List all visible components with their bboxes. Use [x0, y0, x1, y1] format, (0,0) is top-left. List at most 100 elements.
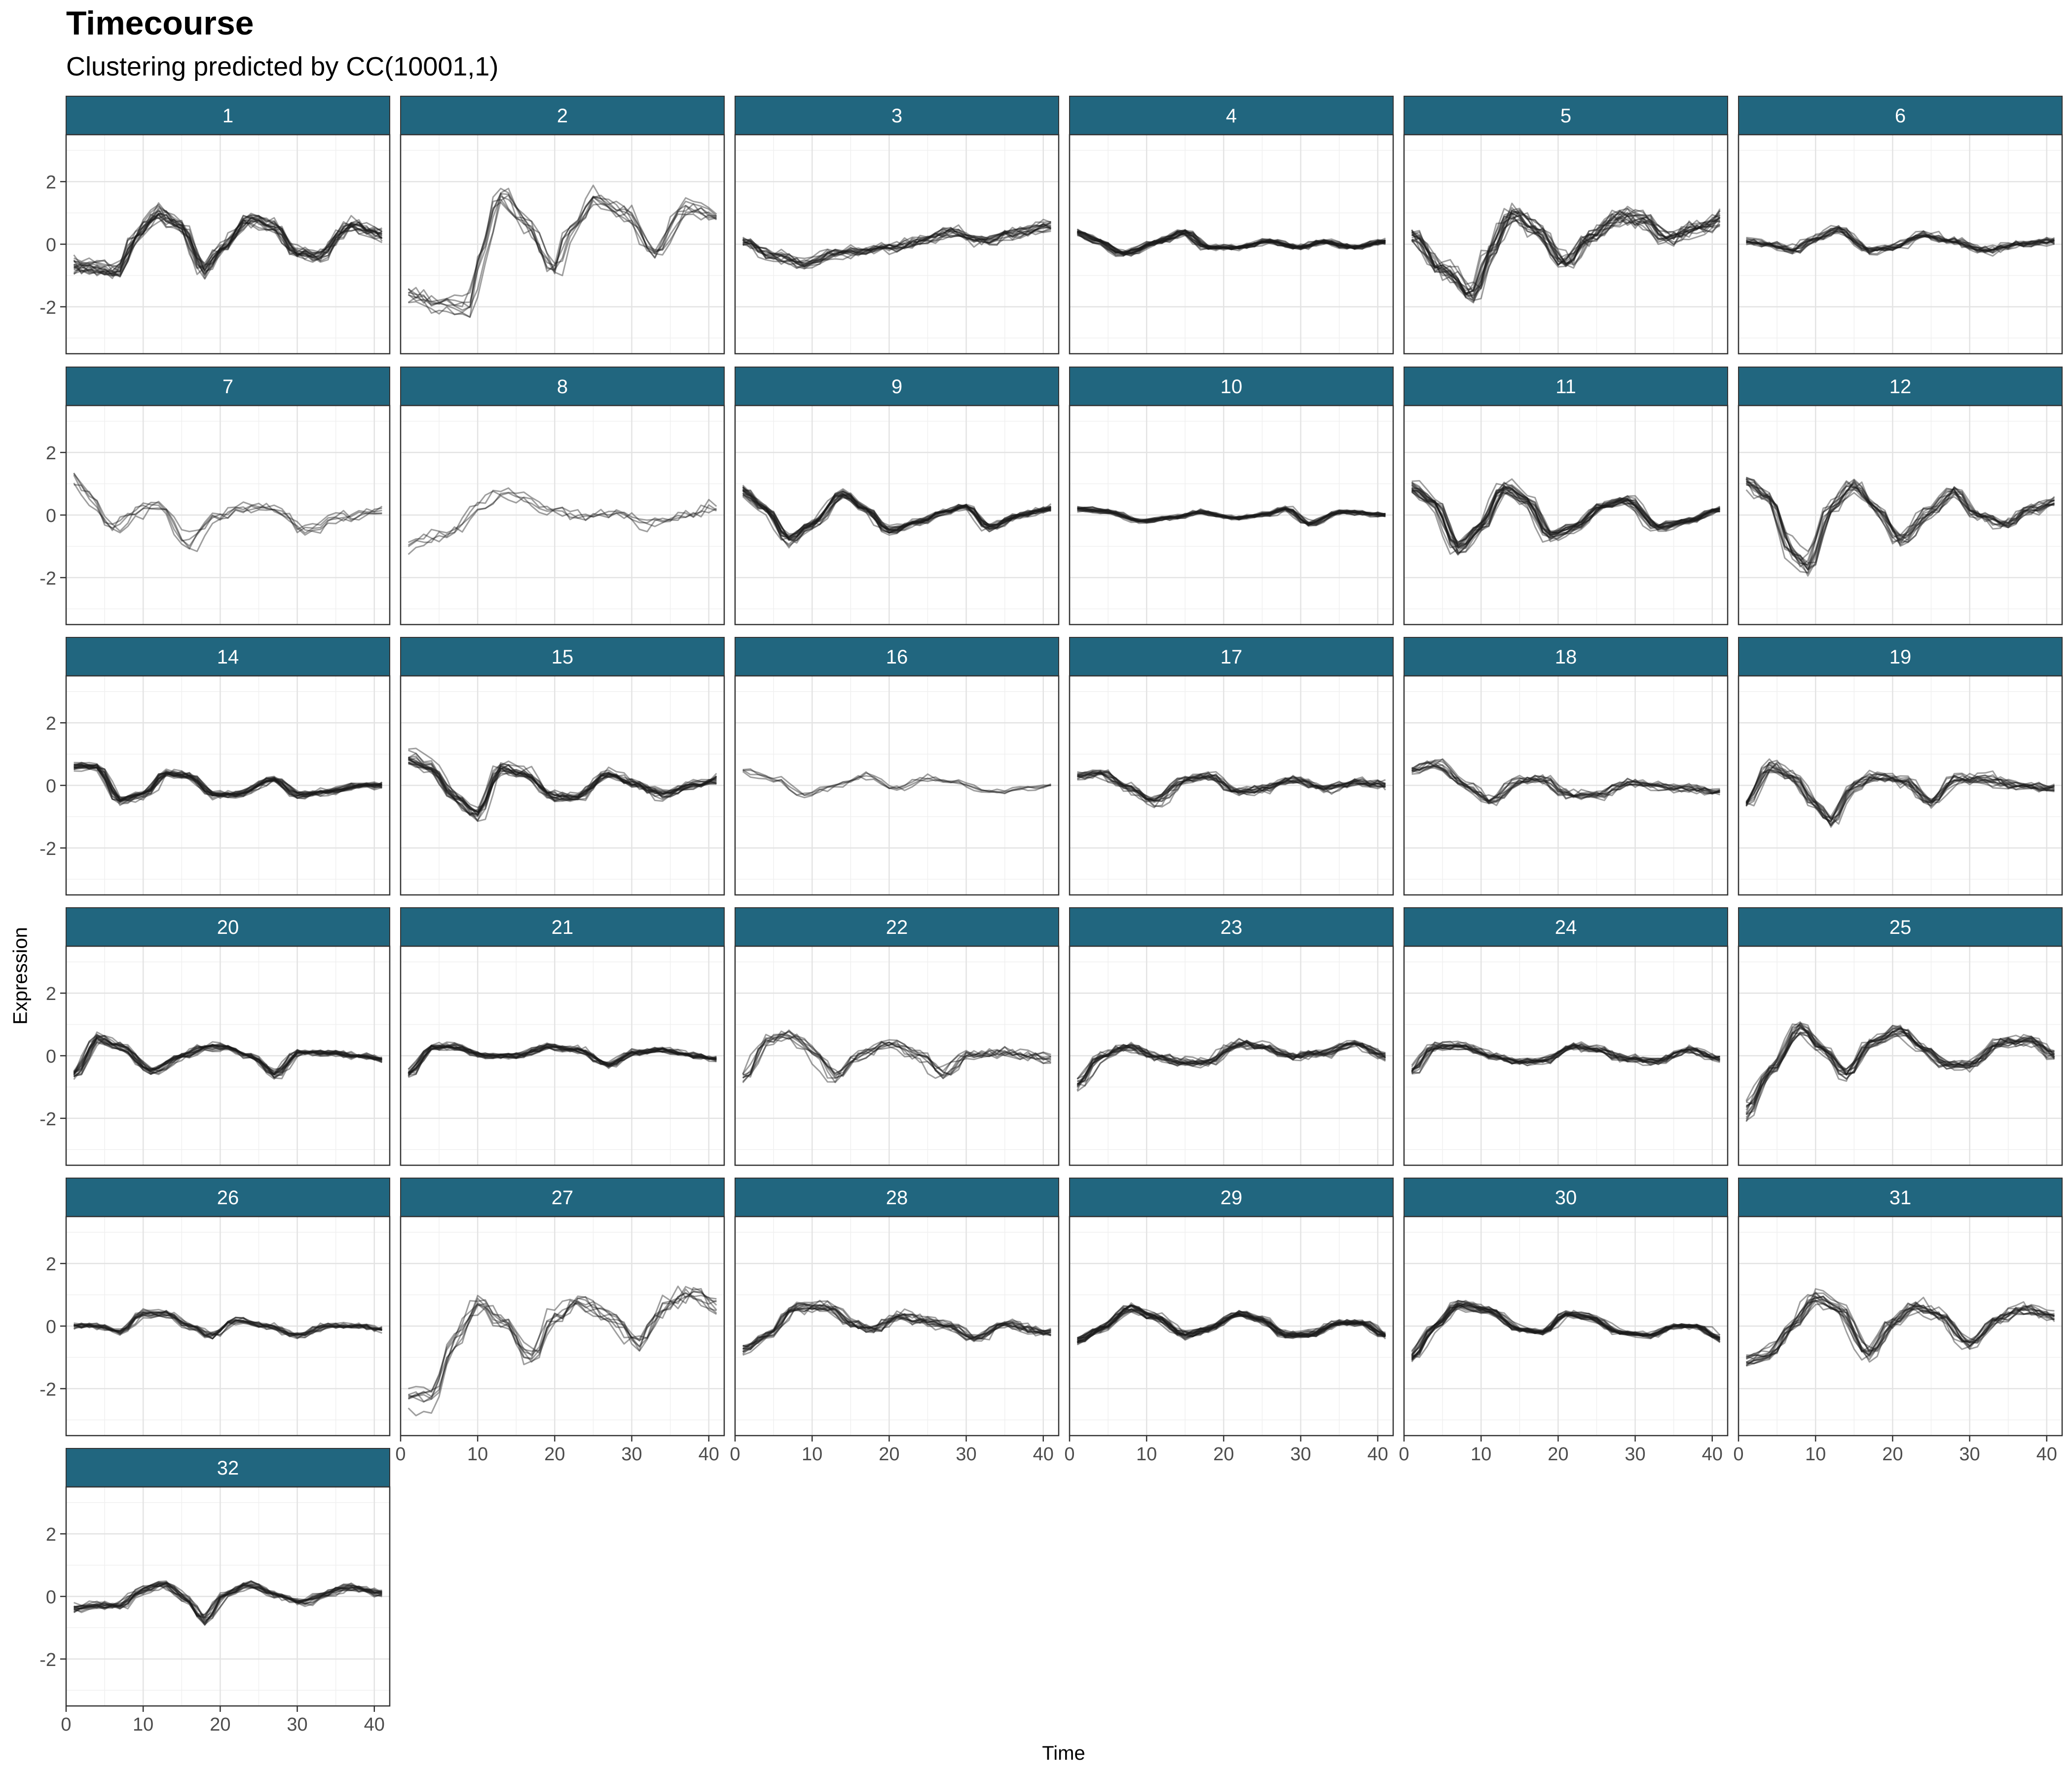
- series-line: [1411, 758, 1720, 807]
- series-line: [1745, 225, 2055, 255]
- facet-label: 11: [1555, 376, 1576, 398]
- series-line: [73, 212, 382, 275]
- series-line: [74, 1037, 382, 1077]
- series-line: [1411, 487, 1720, 549]
- y-tick-label: 2: [46, 713, 56, 734]
- series-line: [1077, 508, 1386, 524]
- series-line: [1411, 1305, 1720, 1358]
- series-line: [742, 488, 1051, 540]
- series-line: [1411, 1041, 1720, 1070]
- y-tick-label: -2: [39, 568, 56, 589]
- y-tick-label: 0: [46, 1317, 56, 1337]
- series-line: [742, 489, 1051, 544]
- facet-panel-26: 26 -2 0 2: [39, 1178, 391, 1437]
- series-line: [742, 492, 1051, 538]
- facet-panel-15: 15: [400, 637, 725, 896]
- series-line: [73, 1313, 382, 1338]
- series-line: [73, 202, 383, 278]
- series-line: [1077, 506, 1386, 526]
- panel-border: [1069, 405, 1394, 626]
- facet-strip: [66, 96, 390, 135]
- series-line: [1076, 230, 1386, 255]
- series-line: [1411, 212, 1720, 295]
- series-line: [1076, 1309, 1386, 1341]
- facet-label: 22: [886, 917, 908, 938]
- series-line: [73, 1036, 382, 1078]
- facet-strip: [1738, 907, 2063, 947]
- series-line: [1077, 1044, 1386, 1079]
- series-line: [1077, 1304, 1386, 1338]
- series-line: [74, 764, 382, 798]
- series-line: [1745, 763, 2055, 822]
- facet-panel-14: 14 -2 0 2: [39, 637, 391, 896]
- series-line: [1076, 1304, 1386, 1343]
- series-line: [408, 1044, 717, 1074]
- x-tick-label: 20: [1213, 1444, 1234, 1465]
- x-tick-label: 10: [133, 1714, 153, 1735]
- series-line: [1077, 1308, 1386, 1344]
- series-line: [407, 1044, 717, 1070]
- x-tick-label: 40: [1368, 1444, 1388, 1465]
- series-line: [1077, 770, 1386, 803]
- series-line: [74, 213, 383, 278]
- series-line: [407, 1041, 717, 1077]
- panel-border: [734, 134, 1060, 355]
- facet-label: 16: [886, 646, 908, 668]
- x-tick-label: 30: [956, 1444, 976, 1465]
- facet-panel-25: 25: [1738, 907, 2063, 1166]
- series-line: [1076, 1304, 1386, 1343]
- series-line: [407, 752, 717, 813]
- series-line: [1411, 1044, 1720, 1071]
- series-line: [1745, 1021, 2055, 1122]
- series-line: [408, 749, 717, 817]
- series-line: [1076, 1305, 1386, 1340]
- series-line: [1077, 772, 1386, 801]
- facet-label: 17: [1221, 646, 1243, 668]
- series-line: [1411, 207, 1721, 301]
- series-line: [742, 223, 1052, 269]
- facet-label: 32: [217, 1457, 239, 1479]
- series-line: [74, 1309, 382, 1339]
- series-line: [742, 1033, 1051, 1083]
- series-line: [408, 761, 717, 822]
- series-line: [742, 221, 1052, 270]
- series-line: [742, 1034, 1051, 1078]
- series-line: [74, 765, 382, 802]
- series-line: [742, 223, 1052, 263]
- series-line: [73, 762, 382, 802]
- series-line: [742, 1034, 1052, 1083]
- series-line: [407, 758, 717, 815]
- panel-border: [1069, 675, 1394, 896]
- series-line: [1411, 1302, 1721, 1360]
- series-line: [1411, 489, 1720, 546]
- series-line: [74, 766, 382, 803]
- series-line: [742, 226, 1051, 266]
- panel-border: [734, 675, 1060, 896]
- series-line: [1411, 485, 1720, 553]
- series-line: [742, 1031, 1051, 1082]
- series-line: [407, 1044, 717, 1073]
- series-line: [1077, 774, 1386, 804]
- x-tick-label: 40: [364, 1714, 385, 1735]
- series-line: [73, 475, 383, 550]
- series-line: [74, 1035, 382, 1078]
- facet-strip: [1069, 907, 1394, 947]
- series-line: [1077, 1041, 1386, 1083]
- series-line: [408, 747, 717, 822]
- facet-label: 1: [222, 105, 233, 127]
- series-line: [73, 1038, 382, 1075]
- series-line: [1745, 481, 2055, 564]
- facet-label: 20: [217, 917, 239, 938]
- series-line: [73, 1034, 382, 1076]
- series-line: [742, 492, 1051, 538]
- series-line: [407, 1045, 717, 1077]
- facet-panel-1: 1 -2 0 2: [39, 96, 391, 355]
- series-line: [1411, 1299, 1720, 1361]
- series-line: [74, 1312, 382, 1336]
- panel-border: [1069, 134, 1394, 355]
- series-line: [1411, 208, 1721, 295]
- series-line: [742, 1304, 1051, 1350]
- series-line: [74, 764, 382, 801]
- y-tick-label: 2: [46, 172, 56, 193]
- series-line: [742, 223, 1051, 264]
